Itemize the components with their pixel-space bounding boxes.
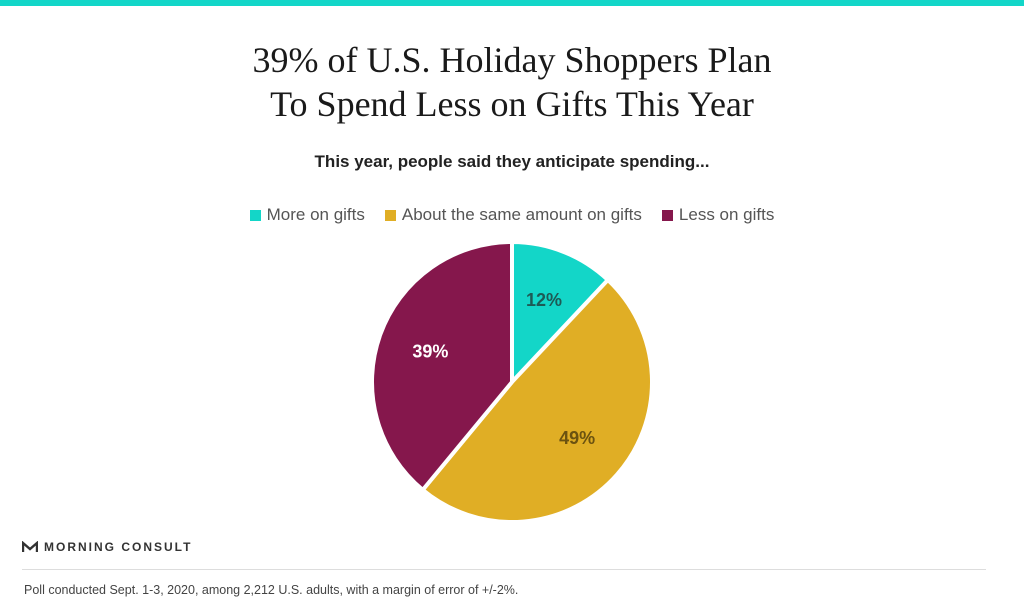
chart-title-line-1: 39% of U.S. Holiday Shoppers Plan [252, 40, 772, 80]
chart-title-line-2: To Spend Less on Gifts This Year [270, 84, 754, 124]
pie-slice-more [510, 240, 610, 384]
legend-label-more: More on gifts [266, 205, 365, 224]
pie-label-more: 12% [526, 290, 562, 310]
pie-label-less: 39% [412, 341, 448, 361]
chart-subtitle: This year, people said they anticipate s… [314, 152, 710, 171]
chart-title: 39% of U.S. Holiday Shoppers Plan To Spe… [0, 38, 1024, 126]
footer-divider [22, 569, 986, 570]
legend-swatch-less [661, 209, 673, 221]
brand-logo: MORNING CONSULT [22, 540, 192, 554]
pie-label-same: 49% [559, 428, 595, 448]
morning-consult-m-icon [22, 541, 38, 552]
legend-label-less: Less on gifts [678, 205, 775, 224]
legend-item-same: About the same amount on gifts [384, 205, 642, 225]
footnote: Poll conducted Sept. 1-3, 2020, among 2,… [24, 583, 519, 597]
legend-swatch-more [249, 209, 261, 221]
pie-slice-less [370, 240, 514, 492]
top-accent-bar [0, 0, 1024, 6]
legend-label-same: About the same amount on gifts [401, 205, 642, 224]
legend-item-more: More on gifts [249, 205, 365, 225]
legend: More on gifts About the same amount on g… [0, 205, 1024, 225]
legend-swatch-same [384, 209, 396, 221]
legend-item-less: Less on gifts [661, 205, 775, 225]
pie-slice-same [420, 277, 654, 524]
brand-logo-text: MORNING CONSULT [44, 540, 193, 554]
